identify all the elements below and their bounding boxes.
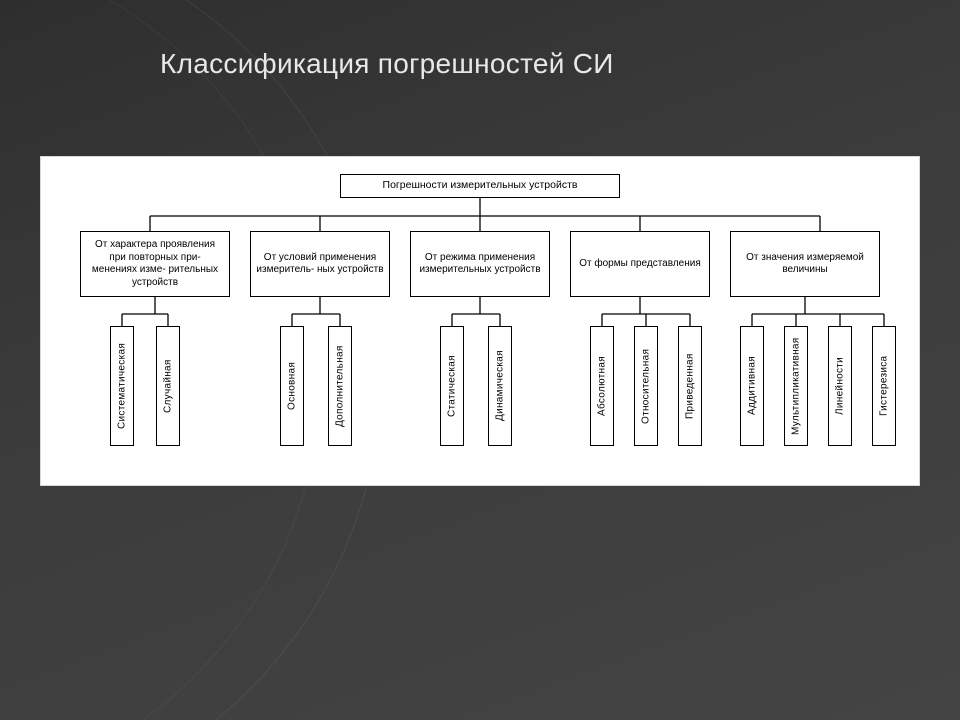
root-node: Погрешности измерительных устройств <box>340 174 620 198</box>
leaf-node: Аддитивная <box>740 326 764 446</box>
leaf-node: Абсолютная <box>590 326 614 446</box>
category-node: От режима применения измерительных устро… <box>410 231 550 297</box>
category-node: От значения измеряемой величины <box>730 231 880 297</box>
leaf-node: Динамическая <box>488 326 512 446</box>
slide: Классификация погрешностей СИ Погрешност… <box>0 0 960 720</box>
category-node: От условий применения измеритель- ных ус… <box>250 231 390 297</box>
slide-title: Классификация погрешностей СИ <box>160 48 614 80</box>
leaf-node: Гистерезиса <box>872 326 896 446</box>
category-node: От характера проявления при повторных пр… <box>80 231 230 297</box>
leaf-node: Систематическая <box>110 326 134 446</box>
classification-tree: Погрешности измерительных устройств От ха… <box>40 156 920 486</box>
diagram-panel: Погрешности измерительных устройств От ха… <box>40 156 920 486</box>
leaf-node: Мультипликативная <box>784 326 808 446</box>
leaf-node: Дополнительная <box>328 326 352 446</box>
leaf-node: Относительная <box>634 326 658 446</box>
leaf-node: Основная <box>280 326 304 446</box>
category-node: От формы представления <box>570 231 710 297</box>
leaf-node: Случайная <box>156 326 180 446</box>
leaf-node: Приведенная <box>678 326 702 446</box>
leaf-node: Линейности <box>828 326 852 446</box>
leaf-node: Статическая <box>440 326 464 446</box>
